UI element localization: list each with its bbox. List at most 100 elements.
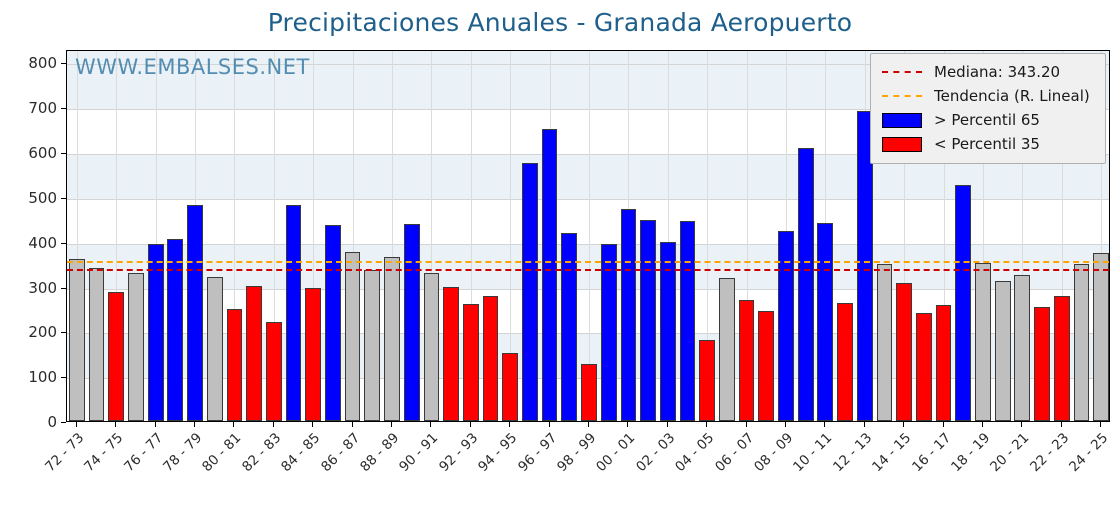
bar-19-20 xyxy=(994,281,1011,421)
gridline xyxy=(155,51,157,421)
gridline xyxy=(746,51,748,421)
bar-07-08 xyxy=(758,311,775,421)
x-tick-mark xyxy=(469,422,471,427)
legend-item-high: > Percentil 65 xyxy=(879,108,1097,132)
gridline xyxy=(470,51,472,421)
bar-03-04 xyxy=(679,220,696,421)
x-tick-mark xyxy=(154,422,156,427)
bar-90-91 xyxy=(423,272,440,421)
bar-86-87 xyxy=(344,252,361,421)
bar-97-98 xyxy=(561,233,578,421)
trend-dash-icon xyxy=(879,95,925,97)
gridline xyxy=(943,51,945,421)
x-tick-mark xyxy=(1021,422,1023,427)
y-tick-mark xyxy=(61,197,66,199)
x-tick-mark xyxy=(863,422,865,427)
x-tick-mark xyxy=(903,422,905,427)
x-tick-mark xyxy=(666,422,668,427)
y-tick-label: 800 xyxy=(28,54,57,73)
bar-82-83 xyxy=(265,321,282,421)
y-tick-label: 0 xyxy=(47,413,57,431)
bar-85-86 xyxy=(325,224,341,421)
page-title: Precipitaciones Anuales - Granada Aeropu… xyxy=(267,8,853,37)
gridline xyxy=(313,51,315,421)
bar-09-10 xyxy=(797,148,814,421)
red-swatch-icon xyxy=(879,136,925,152)
bar-18-19 xyxy=(975,263,991,421)
gridline xyxy=(76,51,78,421)
median-dash-icon xyxy=(879,71,925,73)
bar-15-16 xyxy=(915,312,932,421)
bar-81-82 xyxy=(246,286,262,421)
median-line xyxy=(67,269,1109,272)
bar-21-22 xyxy=(1034,307,1050,421)
legend-item-trend: Tendencia (R. Lineal) xyxy=(879,84,1097,108)
y-tick-label: 400 xyxy=(28,233,57,252)
bar-75-76 xyxy=(128,272,144,421)
gridline xyxy=(67,64,1109,66)
x-tick-mark xyxy=(194,422,196,427)
x-tick-mark xyxy=(75,422,77,427)
gridline xyxy=(510,51,512,421)
x-tick-mark xyxy=(1060,422,1062,427)
bar-08-09 xyxy=(778,230,794,421)
x-tick-mark xyxy=(942,422,944,427)
y-tick-label: 100 xyxy=(28,368,57,387)
bar-87-88 xyxy=(364,269,381,421)
x-tick-mark xyxy=(548,422,550,427)
x-tick-mark xyxy=(784,422,786,427)
y-tick-label: 300 xyxy=(28,278,57,297)
legend-label-median: Mediana: 343.20 xyxy=(934,63,1061,81)
legend: Mediana: 343.20 Tendencia (R. Lineal) > … xyxy=(870,53,1106,164)
bar-80-81 xyxy=(226,308,243,421)
bar-93-94 xyxy=(482,296,499,421)
x-tick-mark xyxy=(391,422,393,427)
y-tick-label: 700 xyxy=(28,99,57,118)
y-tick-mark xyxy=(61,108,66,110)
gridline xyxy=(67,154,1109,156)
legend-label-low: < Percentil 35 xyxy=(934,135,1040,153)
bar-04-05 xyxy=(699,339,716,421)
x-tick-mark xyxy=(588,422,589,427)
y-tick-mark xyxy=(61,242,66,244)
gridline xyxy=(116,51,118,421)
bar-73-74 xyxy=(88,268,105,421)
bar-24-25 xyxy=(1093,252,1109,421)
bar-16-17 xyxy=(935,304,952,421)
bar-10-11 xyxy=(817,222,834,421)
x-tick-mark xyxy=(981,422,983,427)
watermark-label: WWW.EMBALSES.NET xyxy=(75,55,310,79)
bar-72-73 xyxy=(68,258,85,421)
bar-23-24 xyxy=(1073,264,1090,421)
bar-91-92 xyxy=(443,286,459,421)
x-tick-mark xyxy=(233,422,235,427)
gridline xyxy=(904,51,906,421)
x-tick-mark xyxy=(824,422,826,427)
gridline xyxy=(589,51,590,421)
gridline xyxy=(352,51,354,421)
gridline xyxy=(67,288,1109,290)
gridline xyxy=(67,198,1109,200)
x-tick-mark xyxy=(115,422,117,427)
bar-02-03 xyxy=(659,242,676,421)
y-tick-mark xyxy=(61,422,66,423)
gridline xyxy=(1061,51,1063,421)
bar-96-97 xyxy=(541,129,558,421)
bar-94-95 xyxy=(502,352,519,421)
y-tick-label: 200 xyxy=(28,323,57,342)
gridline xyxy=(392,51,394,421)
x-tick-mark xyxy=(745,422,747,427)
zebra-band xyxy=(67,243,1109,289)
bar-06-07 xyxy=(738,300,755,421)
bar-98-99 xyxy=(581,363,597,421)
y-tick-label: 600 xyxy=(28,144,57,163)
y-tick-mark xyxy=(61,63,66,65)
bar-92-93 xyxy=(462,303,479,421)
gridline xyxy=(234,51,236,421)
gridline xyxy=(273,51,275,421)
x-tick-mark xyxy=(706,422,708,427)
bar-76-77 xyxy=(147,244,164,421)
bar-01-02 xyxy=(640,219,656,421)
y-tick-mark xyxy=(61,377,66,379)
bar-12-13 xyxy=(856,111,873,421)
